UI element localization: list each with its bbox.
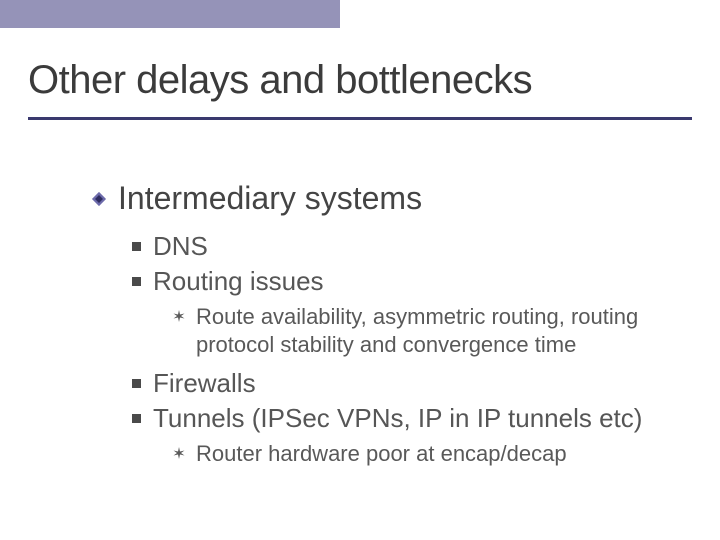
top-accent-bar xyxy=(0,0,340,28)
square-icon xyxy=(132,379,141,388)
slide-title: Other delays and bottlenecks xyxy=(28,58,692,103)
bullet-text: Routing issues xyxy=(153,266,324,297)
bullet-lvl1: Intermediary systems xyxy=(90,180,680,217)
bullet-lvl2: Firewalls xyxy=(132,368,680,399)
bullet-lvl3: Router hardware poor at encap/decap xyxy=(172,440,670,468)
bullet-lvl2: DNS xyxy=(132,231,680,262)
square-icon xyxy=(132,277,141,286)
bullet-text: DNS xyxy=(153,231,208,262)
bullet-lvl2: Routing issues xyxy=(132,266,680,297)
square-icon xyxy=(132,414,141,423)
bullet-text: Firewalls xyxy=(153,368,256,399)
title-underline xyxy=(28,117,692,120)
star-icon xyxy=(172,446,186,460)
bullet-text: Intermediary systems xyxy=(118,180,422,217)
square-icon xyxy=(132,242,141,251)
bullet-text: Route availability, asymmetric routing, … xyxy=(196,303,670,358)
slide-body: Intermediary systems DNS Routing issues … xyxy=(90,180,680,478)
bullet-text: Tunnels (IPSec VPNs, IP in IP tunnels et… xyxy=(153,403,642,434)
bullet-text: Router hardware poor at encap/decap xyxy=(196,440,567,468)
bullet-lvl3: Route availability, asymmetric routing, … xyxy=(172,303,670,358)
title-block: Other delays and bottlenecks xyxy=(28,58,692,120)
diamond-icon xyxy=(90,190,108,208)
bullet-lvl2: Tunnels (IPSec VPNs, IP in IP tunnels et… xyxy=(132,403,680,434)
star-icon xyxy=(172,309,186,323)
